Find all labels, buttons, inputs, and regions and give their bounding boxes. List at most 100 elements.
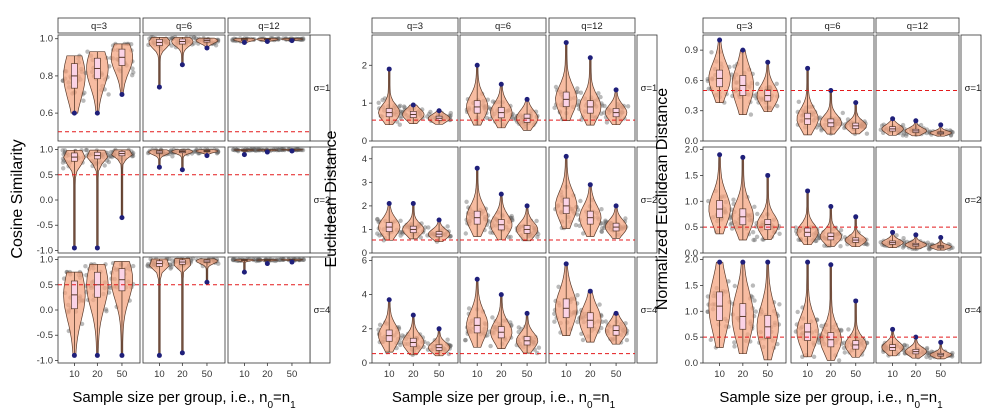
data-point [575,212,580,217]
data-point [901,131,907,136]
data-point [928,355,933,360]
data-point [732,344,737,349]
data-point [536,231,541,237]
data-point [509,213,514,219]
data-point [840,110,845,116]
data-point [276,147,282,152]
data-point [376,100,381,106]
data-point [192,35,197,40]
data-point [509,215,515,221]
y-tick-label: -0.5 [37,220,53,231]
data-point [577,223,582,228]
data-point [751,237,756,243]
data-point [924,354,929,360]
data-point [131,263,136,269]
outlier-point [289,259,295,265]
data-point [599,229,604,234]
x-tick-label: 50 [850,369,861,380]
outlier-point [94,110,100,116]
data-point [131,70,136,75]
panel [790,34,875,142]
data-point [927,247,932,252]
outlier-point [717,259,723,265]
row-strip [960,256,982,364]
row-strip-label: σ=4 [965,305,982,316]
panel [371,256,459,364]
outlier-point [119,92,125,98]
panel [548,146,636,254]
data-point [146,262,151,267]
outlier-point [71,110,77,116]
y-tick-label: 0.0 [685,248,698,259]
data-point [418,235,423,240]
data-point [536,345,542,350]
data-point [169,43,174,48]
data-point [600,226,605,231]
x-tick-label: 50 [611,369,622,380]
outlier-point [264,261,270,267]
x-tick-label: 50 [935,369,946,380]
data-point [575,86,580,91]
data-point [603,218,608,223]
outlier-point [765,259,771,265]
data-point [904,343,910,348]
column-strip [57,17,141,34]
data-point [865,242,870,247]
outlier-point [156,84,162,90]
data-point [706,198,711,204]
outlier-point [179,350,185,356]
panel [548,34,636,142]
column-strip-label: q=12 [907,21,928,32]
data-point [83,147,89,153]
data-point [377,233,382,238]
data-point [901,236,906,241]
column-strip [227,17,311,34]
outlier-point [913,232,919,238]
data-point [380,97,385,103]
data-point [377,322,383,327]
outlier-point [71,245,77,251]
data-point [754,234,760,239]
data-point [301,257,306,262]
column-strip [790,17,875,34]
data-point [596,91,601,96]
data-point [748,112,754,117]
panel [459,146,547,254]
panel-border [227,34,311,142]
panel [702,146,787,254]
data-point [864,241,869,247]
outlier-point [204,153,210,159]
outlier-point [587,55,593,61]
outlier-point [156,352,162,358]
outlier-point [241,269,247,275]
data-point [102,163,107,168]
outlier-point [613,310,619,316]
data-point [950,130,955,135]
data-point [398,340,403,345]
y-tick-label: 0.3 [685,106,698,117]
data-point [839,327,844,333]
data-point [706,86,711,92]
data-point [864,131,870,136]
panel-border [875,146,960,254]
data-point [402,105,407,110]
outlier-point [913,334,919,340]
outlier-point [94,245,100,251]
data-point [445,337,450,342]
outlier-point [436,217,442,223]
outlier-point [289,38,295,44]
x-tick-label: 10 [887,369,898,380]
row-strip-label: σ=2 [314,195,331,206]
y-tick-label: 4 [362,154,367,165]
row-strip-label: σ=1 [314,83,331,94]
column-strip-label: q=3 [407,21,423,32]
outlier-point [474,62,480,68]
outlier-point [587,182,593,188]
outlier-point [828,262,834,268]
panel [57,146,141,254]
x-tick-label: 50 [522,369,533,380]
panel [142,34,226,142]
panel [57,256,141,364]
outlier-point [765,59,771,65]
outlier-point [740,47,746,53]
